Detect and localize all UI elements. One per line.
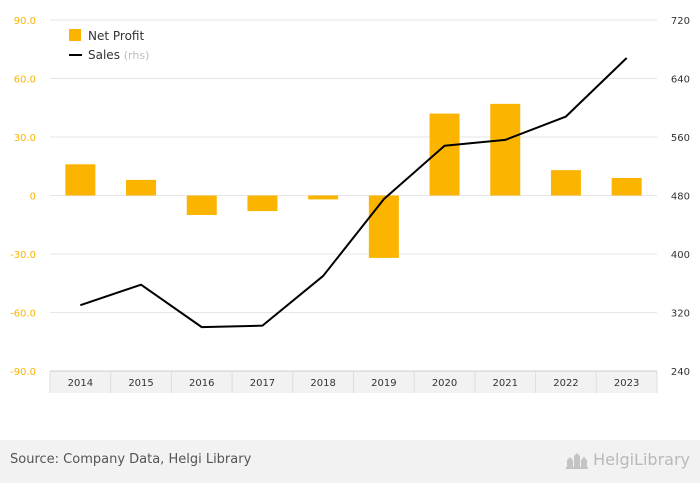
y-left-tick-label: 30.0 bbox=[14, 133, 36, 144]
y-right-tick-label: 560 bbox=[671, 133, 690, 144]
bar-net-profit bbox=[308, 195, 339, 200]
y-left-tick-label: -30.0 bbox=[10, 250, 36, 261]
y-right-tick-label: 400 bbox=[671, 250, 690, 261]
source-note: Source: Company Data, Helgi Library bbox=[10, 452, 252, 467]
x-tick-label: 2017 bbox=[250, 378, 275, 389]
line-series bbox=[80, 57, 628, 329]
y-right-tick-label: 480 bbox=[671, 192, 690, 203]
x-tick-label: 2018 bbox=[310, 378, 335, 389]
x-tick-label: 2022 bbox=[553, 378, 578, 389]
x-tick-label: 2020 bbox=[432, 378, 457, 389]
brand-name: HelgiLibrary bbox=[593, 450, 690, 469]
y-right-tick-label: 240 bbox=[671, 367, 690, 378]
y-left-tick-label: 60.0 bbox=[14, 75, 36, 86]
footer: Source: Company Data, Helgi Library Helg… bbox=[0, 440, 700, 483]
bar-net-profit bbox=[247, 195, 278, 212]
bar-net-profit bbox=[126, 179, 157, 196]
bar-net-profit bbox=[611, 177, 642, 196]
bar-net-profit bbox=[550, 170, 581, 196]
y-right-tick-label: 320 bbox=[671, 309, 690, 320]
line-sales bbox=[80, 57, 628, 329]
library-building-icon bbox=[565, 451, 589, 469]
x-tick-label: 2016 bbox=[189, 378, 214, 389]
y-right-tick-label: 640 bbox=[671, 75, 690, 86]
bar-net-profit bbox=[490, 103, 521, 196]
x-tick-label: 2014 bbox=[68, 378, 93, 389]
y-left-tick-label: 0 bbox=[30, 192, 36, 203]
legend-label-sales: Sales (rhs) bbox=[88, 48, 149, 62]
legend-label-net-profit: Net Profit bbox=[88, 29, 144, 43]
bars bbox=[65, 103, 642, 258]
legend: Net Profit Sales (rhs) bbox=[69, 29, 149, 62]
y-left-tick-label: 90.0 bbox=[14, 16, 36, 27]
legend-label-sales-suffix: (rhs) bbox=[124, 49, 150, 62]
bar-net-profit bbox=[368, 195, 399, 258]
x-tick-label: 2023 bbox=[614, 378, 639, 389]
y-right-tick-label: 720 bbox=[671, 16, 690, 27]
x-tick-label: 2015 bbox=[128, 378, 153, 389]
brand-logo: HelgiLibrary bbox=[565, 450, 690, 469]
x-tick-label: 2019 bbox=[371, 378, 396, 389]
bar-net-profit bbox=[65, 164, 96, 196]
y-left-tick-label: -60.0 bbox=[10, 309, 36, 320]
y-left-tick-label: -90.0 bbox=[10, 367, 36, 378]
chart-svg: 90.0 60.0 30.0 0 -30.0 -60.0 -90.0 720 640 560 480… bbox=[10, 16, 690, 393]
axes: 90.0 60.0 30.0 0 -30.0 -60.0 -90.0 720 640 560 480… bbox=[10, 16, 690, 393]
x-tick-label: 2021 bbox=[493, 378, 518, 389]
legend-swatch-net-profit bbox=[69, 29, 81, 41]
bar-net-profit bbox=[186, 195, 217, 215]
gridlines bbox=[50, 19, 657, 313]
chart: 90.0 60.0 30.0 0 -30.0 -60.0 -90.0 720 640 560 480… bbox=[10, 16, 690, 393]
